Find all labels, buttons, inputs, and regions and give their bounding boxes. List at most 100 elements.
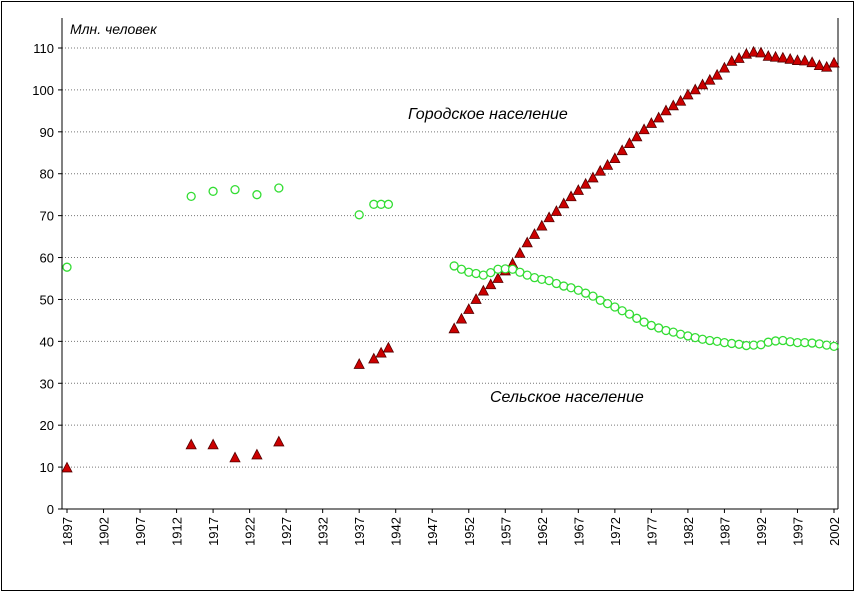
triangle-point (485, 278, 497, 290)
x-tick-label: 1917 (206, 517, 221, 546)
circle-point (763, 337, 773, 347)
triangle-point (521, 236, 533, 248)
circle-point (712, 336, 722, 347)
x-tick-label: 1897 (60, 517, 75, 546)
x-tick-label: 1937 (352, 517, 367, 546)
triangle-point (368, 352, 380, 364)
triangle-point (623, 137, 636, 148)
circle-point (62, 262, 72, 272)
triangle-point (61, 461, 73, 473)
triangle-point (769, 50, 782, 62)
x-tick-label: 1907 (133, 517, 148, 546)
triangle-point (229, 451, 241, 463)
circle-point (778, 335, 788, 346)
triangle-point (550, 205, 563, 216)
triangle-point (565, 190, 577, 202)
x-tick-label: 2002 (827, 517, 842, 546)
triangle-point (558, 197, 570, 209)
triangle-point (784, 52, 796, 64)
x-tick-label: 1992 (754, 517, 769, 546)
x-tick-label: 1962 (535, 517, 550, 546)
triangle-point (777, 51, 789, 63)
triangle-point (273, 435, 285, 447)
triangle-point (463, 303, 475, 314)
triangle-point (455, 312, 468, 324)
circle-point (595, 295, 605, 305)
x-tick-label: 1997 (790, 517, 805, 546)
circle-point (252, 190, 262, 200)
circle-point (822, 340, 832, 350)
triangle-point (631, 130, 643, 142)
circle-point (602, 298, 613, 309)
y-tick-label: 60 (40, 251, 54, 266)
triangle-point (207, 438, 219, 450)
circle-point (274, 183, 284, 193)
triangle-point (477, 284, 490, 296)
circle-point (208, 186, 218, 196)
triangle-point (616, 144, 628, 156)
triangle-point (806, 56, 818, 68)
y-tick-label: 70 (40, 209, 54, 224)
circle-point (734, 339, 744, 349)
triangle-point (762, 50, 774, 61)
circle-point (354, 210, 364, 220)
x-tick-label: 1912 (170, 517, 185, 546)
circle-point (537, 274, 547, 284)
triangle-point (799, 54, 811, 66)
x-tick-label: 1942 (389, 517, 404, 546)
x-tick-label: 1927 (279, 517, 294, 546)
triangle-point (587, 171, 599, 183)
x-tick-label: 1977 (644, 517, 659, 546)
triangle-point (470, 293, 482, 304)
triangle-point (251, 448, 263, 460)
triangle-point (448, 322, 460, 334)
triangle-point (791, 54, 804, 65)
x-tick-label: 1947 (425, 517, 440, 546)
x-tick-label: 1902 (97, 517, 112, 546)
triangle-point (382, 341, 395, 353)
triangle-point (711, 68, 723, 80)
annotation: Сельское население (490, 389, 644, 406)
triangle-point (747, 45, 760, 57)
y-tick-label: 50 (40, 292, 54, 307)
triangle-point (528, 228, 541, 239)
circle-point (486, 267, 496, 278)
circle-point (610, 302, 620, 312)
triangle-point (609, 152, 621, 164)
y-tick-label: 0 (47, 502, 54, 517)
triangle-point (572, 184, 584, 195)
x-tick-label: 1982 (681, 517, 696, 546)
triangle-point (536, 219, 548, 231)
y-tick-label: 20 (40, 418, 54, 433)
y-tick-label: 100 (32, 83, 54, 98)
triangle-point (755, 46, 767, 58)
triangle-point (579, 177, 592, 189)
triangle-point (653, 111, 665, 123)
x-tick-label: 1922 (243, 517, 258, 546)
circle-point (588, 291, 598, 301)
y-tick-label: 40 (40, 334, 54, 349)
y-tick-label: 80 (40, 167, 54, 182)
circle-point (464, 267, 474, 277)
annotation: Городское население (408, 106, 568, 123)
x-tick-label: 1952 (462, 517, 477, 546)
triangle-point (185, 438, 197, 450)
triangle-point (353, 358, 365, 369)
triangle-point (638, 123, 650, 135)
circle-point (624, 309, 635, 319)
x-tick-label: 1932 (316, 517, 331, 546)
y-tick-label: 90 (40, 125, 54, 140)
circle-point (383, 199, 394, 209)
y-tick-label: 30 (40, 376, 54, 391)
triangle-point (828, 56, 840, 68)
x-tick-label: 1987 (717, 517, 732, 546)
circle-point (639, 317, 649, 327)
y-tick-label: 10 (40, 460, 54, 475)
triangle-point (601, 158, 614, 170)
triangle-point (813, 59, 826, 71)
triangle-point (645, 117, 658, 128)
x-tick-label: 1967 (571, 517, 586, 546)
circle-point (449, 261, 459, 271)
